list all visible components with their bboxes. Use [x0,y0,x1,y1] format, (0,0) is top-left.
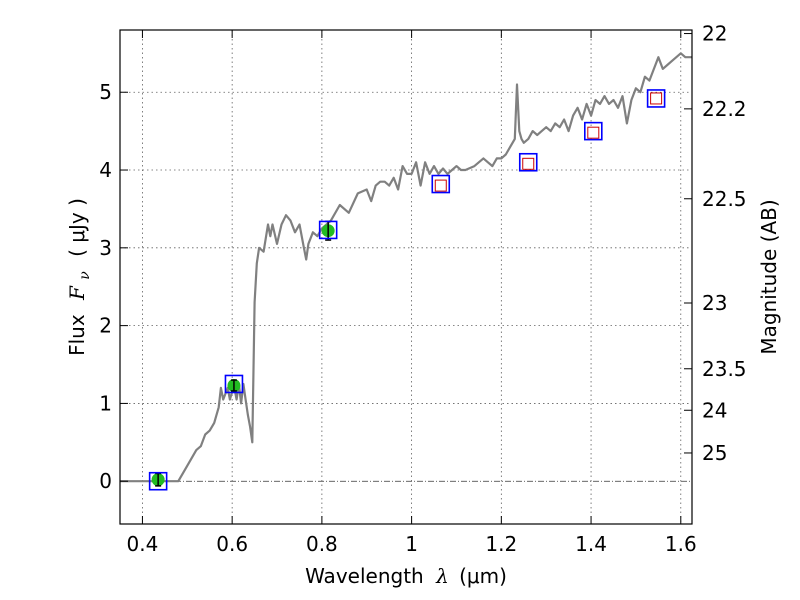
open-point [587,126,600,139]
y-tick-label: 3 [99,236,112,260]
y2-tick-label: 22 [702,22,727,46]
y2-axis-label: Magnitude (AB) [757,199,781,354]
y-tick-label: 0 [99,469,112,493]
y2-tick-label: 23.5 [702,357,747,381]
model-box [148,471,168,491]
spectrum-line [120,52,692,483]
y2-tick-label: 22.2 [702,97,747,121]
x-tick-label: 1.2 [485,532,517,556]
x-tick-label: 0.6 [216,532,248,556]
y-tick-label: 2 [99,314,112,338]
x-tick-label: 0.4 [127,532,159,556]
open-point [434,179,447,192]
model-box [224,374,244,394]
grid [120,30,692,524]
plot-frame [119,29,693,525]
y-tick-label: 5 [99,80,112,104]
x-tick-label: 1 [405,532,418,556]
open-point [650,92,663,105]
y-axis-label: Flux F ν ( μJy ) [65,198,94,356]
y2-tick-label: 22.5 [702,187,747,211]
x-tick-label: 1.4 [575,532,607,556]
x-tick-label: 0.8 [306,532,338,556]
model-box [584,121,603,141]
model-box [646,89,666,108]
y-tick-label: 1 [99,391,112,415]
y-tick-label: 4 [99,158,112,182]
y2-tick-label: 25 [702,441,727,465]
model-box [318,220,338,240]
axis-ticks: 0.4 0.6 0.8 1 1.2 1.4 1.60123452222.222.52323.… [99,22,746,556]
model-box [431,174,451,194]
y2-tick-label: 23 [702,291,727,315]
plot-area [120,52,692,491]
y2-tick-label: 24 [702,398,727,422]
x-tick-label: 1.6 [665,532,697,556]
open-point [522,157,535,170]
model-box [518,152,538,172]
x-axis-label: Wavelength λ (μm) [305,564,507,588]
